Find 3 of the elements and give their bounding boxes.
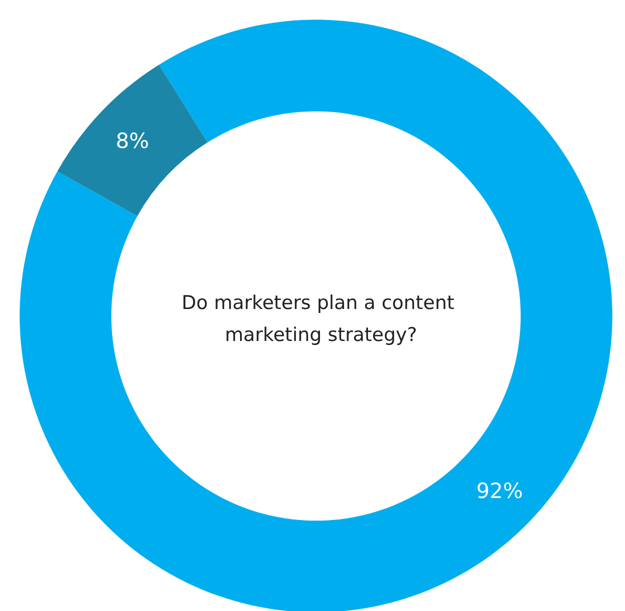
data-label: 8% xyxy=(116,129,150,154)
text: Do marketers plan a content marketing strategy? xyxy=(182,292,460,346)
data-label: 92% xyxy=(476,478,523,503)
